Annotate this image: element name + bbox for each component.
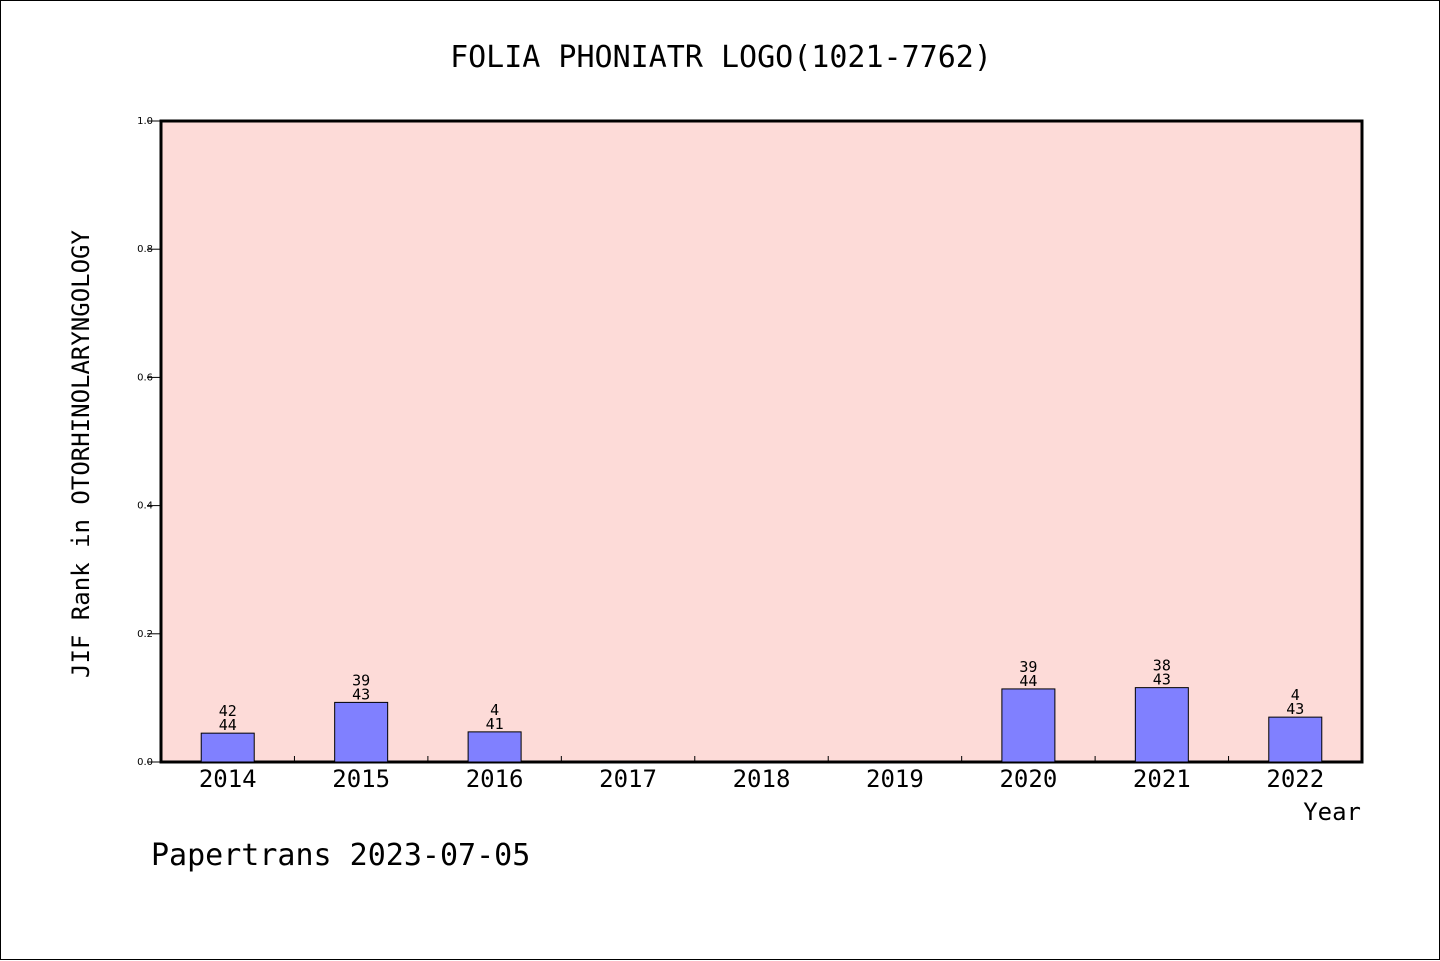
y-tick-label: 0.4	[137, 501, 153, 512]
x-tick-label: 2014	[199, 765, 257, 793]
bar-2021	[1134, 687, 1189, 763]
bar-label-rank: 4	[1291, 686, 1300, 704]
bar-2022	[1268, 716, 1323, 763]
chart-title: FOLIA PHONIATR LOGO(1021-7762)	[450, 40, 992, 75]
x-tick-label: 2021	[1133, 765, 1191, 793]
bar-label-total: 41	[486, 715, 504, 733]
y-tick-label: 1.0	[137, 116, 153, 127]
bar-label-total: 43	[352, 685, 370, 703]
y-tick-label: 0.6	[137, 372, 153, 383]
bar-2020	[1001, 688, 1056, 763]
x-tick-label: 2017	[599, 765, 657, 793]
x-tick-label: 2016	[466, 765, 524, 793]
bar-label-total: 43	[1153, 671, 1171, 689]
plot-area	[159, 119, 1364, 764]
x-axis-label: Year	[1303, 798, 1361, 826]
bar-label-rank: 39	[352, 671, 370, 689]
x-tick-label: 2020	[999, 765, 1057, 793]
x-tick-label: 2022	[1266, 765, 1324, 793]
bar-label-rank: 4	[490, 701, 499, 719]
x-tick-label: 2018	[733, 765, 791, 793]
x-tick-label: 2019	[866, 765, 924, 793]
bar-label-rank: 42	[219, 702, 237, 720]
x-tick-label: 2015	[332, 765, 390, 793]
footer-credit: Papertrans 2023-07-05	[151, 838, 530, 873]
y-tick-label: 0.8	[137, 244, 153, 255]
bar-2016	[467, 731, 522, 763]
y-axis-label: JIF Rank in OTORHINOLARYNGOLOGY	[67, 229, 95, 677]
bar-label-rank: 39	[1019, 658, 1037, 676]
x-axis: 2014 2015 2016 2017 2018 2019 2020 2021 2022	[199, 756, 1324, 793]
bar-2015	[334, 701, 389, 763]
bar-label-total: 44	[219, 716, 237, 734]
y-axis: 0.0 0.2 0.4 0.6 0.8 1.0	[137, 116, 161, 768]
y-tick-label: 0.0	[137, 757, 153, 768]
bar-label-total: 43	[1286, 700, 1304, 718]
bar-2014	[200, 732, 255, 763]
y-tick-label: 0.2	[137, 629, 153, 640]
bar-label-total: 44	[1019, 672, 1037, 690]
bar-label-rank: 38	[1153, 657, 1171, 675]
